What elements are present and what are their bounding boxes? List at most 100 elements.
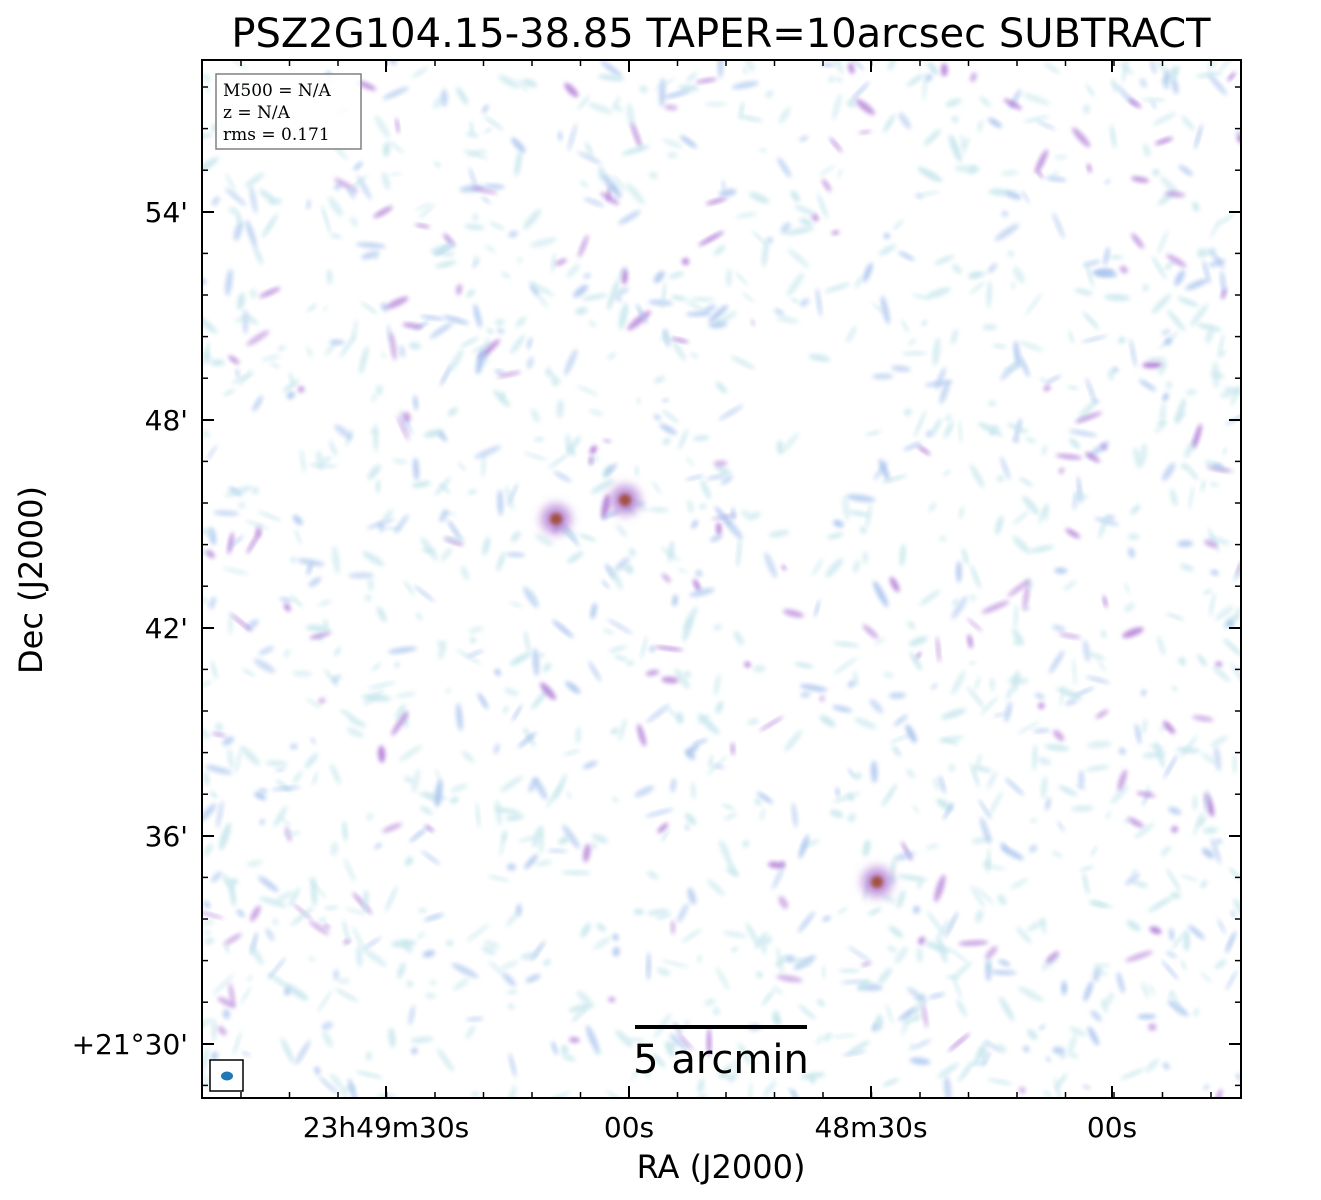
noise-blob <box>202 1046 209 1073</box>
noise-blob <box>1067 1033 1077 1056</box>
noise-blob <box>558 835 570 845</box>
noise-blob <box>1000 842 1009 851</box>
noise-blob <box>705 197 728 205</box>
noise-blob <box>988 263 998 273</box>
noise-blob <box>1063 580 1077 591</box>
noise-blob <box>381 352 387 358</box>
noise-blob <box>761 935 766 956</box>
noise-blob <box>290 906 314 927</box>
noise-blob <box>968 661 976 665</box>
noise-blob <box>764 552 777 579</box>
noise-blob <box>312 771 318 786</box>
noise-blob <box>289 372 295 385</box>
noise-blob <box>883 114 895 133</box>
noise-blob <box>502 972 516 987</box>
noise-blob <box>1148 1023 1157 1031</box>
noise-blob <box>988 400 997 407</box>
noise-blob <box>1006 687 1013 700</box>
noise-blob <box>721 179 726 191</box>
noise-blob <box>202 803 217 821</box>
noise-blob <box>937 1063 959 1079</box>
noise-blob <box>451 963 479 979</box>
noise-blob <box>520 952 539 960</box>
noise-blob <box>893 714 908 727</box>
noise-blob <box>1052 624 1066 632</box>
noise-blob <box>645 808 674 818</box>
noise-blob <box>1180 563 1194 572</box>
noise-blob <box>736 537 742 568</box>
noise-blob <box>517 731 537 748</box>
noise-blob <box>756 971 763 978</box>
noise-blob <box>530 589 539 607</box>
noise-blob <box>348 572 375 579</box>
noise-blob <box>1037 170 1044 179</box>
noise-blob <box>508 230 519 238</box>
noise-blob <box>1034 692 1045 700</box>
noise-blob <box>1157 635 1166 656</box>
noise-blob <box>527 337 533 350</box>
noise-blob <box>612 933 619 941</box>
noise-blob <box>246 330 270 346</box>
noise-blob <box>646 704 670 723</box>
noise-blob <box>881 783 898 807</box>
beam-indicator <box>209 1059 244 1092</box>
noise-blob <box>1171 932 1185 950</box>
noise-blob <box>744 661 751 668</box>
noise-blob <box>1214 746 1222 772</box>
noise-blob <box>445 688 451 694</box>
noise-blob <box>481 196 491 204</box>
noise-blob <box>430 979 437 986</box>
noise-blob <box>1177 540 1193 548</box>
noise-blob <box>731 81 760 89</box>
noise-blob <box>450 783 468 793</box>
noise-blob <box>861 962 871 967</box>
noise-blob <box>225 942 229 954</box>
noise-blob <box>1126 920 1141 932</box>
noise-blob <box>579 533 597 542</box>
x-tick-label: 48m30s <box>814 1111 927 1144</box>
noise-blob <box>1177 296 1199 307</box>
noise-blob <box>1151 101 1157 109</box>
noise-blob <box>625 183 646 205</box>
noise-blob <box>708 321 728 329</box>
noise-blob <box>646 870 659 880</box>
noise-blob <box>974 676 981 691</box>
noise-blob <box>1087 163 1092 173</box>
noise-blob <box>375 384 383 396</box>
noise-blob <box>987 771 998 789</box>
noise-blob <box>341 1090 348 1098</box>
noise-blob <box>582 843 591 863</box>
noise-blob <box>416 932 426 939</box>
noise-blob <box>588 320 597 328</box>
noise-blob <box>1175 398 1186 425</box>
noise-blob <box>517 257 523 264</box>
noise-blob <box>883 672 894 678</box>
noise-blob <box>1072 658 1077 686</box>
noise-blob <box>785 226 815 236</box>
noise-blob <box>439 509 449 523</box>
noise-blob <box>208 596 217 610</box>
noise-blob <box>443 315 469 325</box>
noise-blob <box>373 253 378 260</box>
noise-blob <box>266 972 292 990</box>
noise-blob <box>444 536 466 542</box>
x-tick-label: 23h49m30s <box>303 1111 470 1144</box>
noise-blob <box>1226 620 1234 628</box>
noise-blob <box>621 566 634 572</box>
noise-blob <box>345 907 366 915</box>
noise-blob <box>523 209 542 230</box>
noise-blob <box>862 839 871 857</box>
noise-blob <box>229 535 244 548</box>
noise-blob <box>367 464 381 480</box>
noise-blob <box>413 395 418 411</box>
noise-blob <box>396 691 416 698</box>
noise-blob <box>828 76 835 83</box>
noise-blob <box>661 828 670 842</box>
noise-blob <box>721 803 735 810</box>
noise-blob <box>1171 77 1179 95</box>
noise-blob <box>1004 777 1025 796</box>
noise-blob <box>447 519 462 541</box>
noise-blob <box>1210 218 1221 239</box>
noise-blob <box>227 748 234 770</box>
noise-blob <box>531 408 540 423</box>
